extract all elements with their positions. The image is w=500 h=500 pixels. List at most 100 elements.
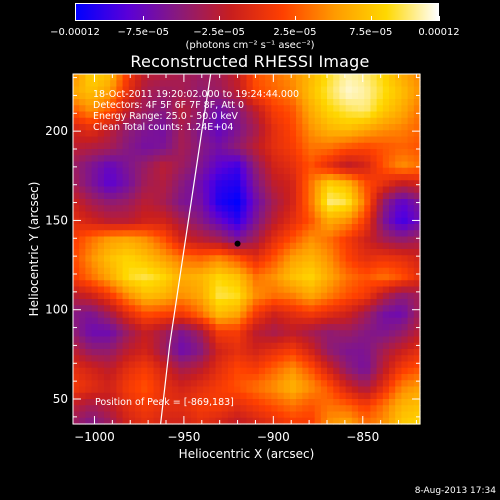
heatmap-cell: [221, 130, 229, 138]
heatmap-cell: [240, 299, 248, 306]
heatmap-cell: [234, 211, 241, 219]
heatmap-cell: [302, 242, 310, 250]
heatmap-cell: [85, 230, 93, 238]
heatmap-cell: [271, 205, 279, 213]
heatmap-cell: [265, 399, 272, 406]
heatmap-cell: [116, 86, 124, 94]
heatmap-cell: [165, 242, 173, 250]
heatmap-cell: [283, 142, 291, 150]
heatmap-cell: [153, 74, 161, 81]
colorbar-tick-label: −2.5e−05: [193, 27, 245, 38]
heatmap-cell: [116, 261, 124, 269]
heatmap-cell: [116, 267, 124, 275]
heatmap-cell: [265, 405, 272, 413]
heatmap-cell: [79, 74, 86, 81]
heatmap-cell: [302, 236, 310, 244]
heatmap-cell: [141, 274, 148, 281]
y-tick-label: 100: [45, 303, 68, 317]
heatmap-cell: [134, 324, 142, 331]
heatmap-cell: [252, 211, 260, 219]
heatmap-cell: [364, 380, 372, 388]
heatmap-cell: [234, 380, 241, 388]
heatmap-cell: [221, 267, 229, 275]
heatmap-cell: [103, 142, 111, 150]
heatmap-cell: [351, 124, 359, 131]
heatmap-cell: [258, 99, 266, 106]
heatmap-cell: [302, 342, 310, 350]
heatmap-cell: [103, 249, 111, 256]
heatmap-cell: [215, 92, 223, 100]
heatmap-cell: [364, 267, 372, 275]
heatmap-cell: [215, 180, 223, 188]
heatmap-cell: [147, 305, 155, 313]
heatmap-cell: [97, 392, 105, 400]
heatmap-cell: [190, 380, 198, 388]
heatmap-cell: [97, 105, 105, 113]
heatmap-cell: [91, 255, 99, 263]
heatmap-cell: [277, 355, 285, 363]
heatmap-cell: [159, 224, 167, 231]
heatmap-cell: [190, 224, 198, 231]
heatmap-cell: [370, 136, 378, 144]
heatmap-cell: [209, 311, 217, 319]
heatmap-cell: [91, 105, 99, 113]
heatmap-cell: [209, 92, 217, 100]
heatmap-cell: [327, 417, 334, 425]
heatmap-cell: [141, 174, 148, 181]
heatmap-cell: [209, 261, 217, 269]
heatmap-cell: [382, 199, 390, 206]
heatmap-cell: [376, 311, 384, 319]
heatmap-cell: [413, 86, 421, 94]
heatmap-cell: [382, 236, 390, 244]
heatmap-cell: [203, 80, 210, 88]
heatmap-cell: [116, 199, 124, 206]
heatmap-cell: [73, 161, 80, 169]
heatmap-cell: [277, 130, 285, 138]
heatmap-cell: [79, 80, 86, 88]
heatmap-cell: [302, 180, 310, 188]
heatmap-cell: [209, 180, 217, 188]
heatmap-cell: [407, 361, 415, 369]
heatmap-cell: [97, 174, 105, 181]
heatmap-cell: [159, 417, 167, 425]
heatmap-cell: [413, 80, 421, 88]
heatmap-cell: [159, 305, 167, 313]
heatmap-cell: [122, 280, 130, 288]
heatmap-cell: [122, 192, 130, 200]
heatmap-cell: [333, 399, 341, 406]
heatmap-cell: [308, 130, 316, 138]
heatmap-cell: [190, 299, 198, 306]
heatmap-cell: [153, 180, 161, 188]
heatmap-cell: [153, 349, 161, 356]
heatmap-cell: [296, 249, 303, 256]
heatmap-cell: [147, 99, 155, 106]
heatmap-cell: [376, 117, 384, 125]
heatmap-cell: [376, 199, 384, 206]
heatmap-cell: [265, 155, 272, 163]
heatmap-cell: [79, 399, 86, 406]
heatmap-cell: [116, 105, 124, 113]
heatmap-cell: [283, 411, 291, 419]
heatmap-cell: [110, 186, 117, 194]
heatmap-cell: [258, 74, 266, 81]
heatmap-cell: [221, 380, 229, 388]
heatmap-cell: [271, 386, 279, 394]
heatmap-cell: [258, 367, 266, 375]
heatmap-cell: [289, 192, 297, 200]
heatmap-cell: [246, 330, 254, 338]
heatmap-cell: [283, 105, 291, 113]
heatmap-cell: [302, 111, 310, 119]
heatmap-cell: [345, 267, 353, 275]
heatmap-cell: [327, 380, 334, 388]
heatmap-cell: [165, 286, 173, 294]
heatmap-cell: [289, 230, 297, 238]
heatmap-cell: [172, 349, 179, 356]
heatmap-cell: [190, 405, 198, 413]
heatmap-cell: [320, 355, 328, 363]
heatmap-cell: [314, 355, 322, 363]
heatmap-cell: [172, 99, 179, 106]
heatmap-cell: [339, 361, 347, 369]
heatmap-cell: [351, 255, 359, 263]
heatmap-cell: [320, 361, 328, 369]
heatmap-cell: [165, 205, 173, 213]
